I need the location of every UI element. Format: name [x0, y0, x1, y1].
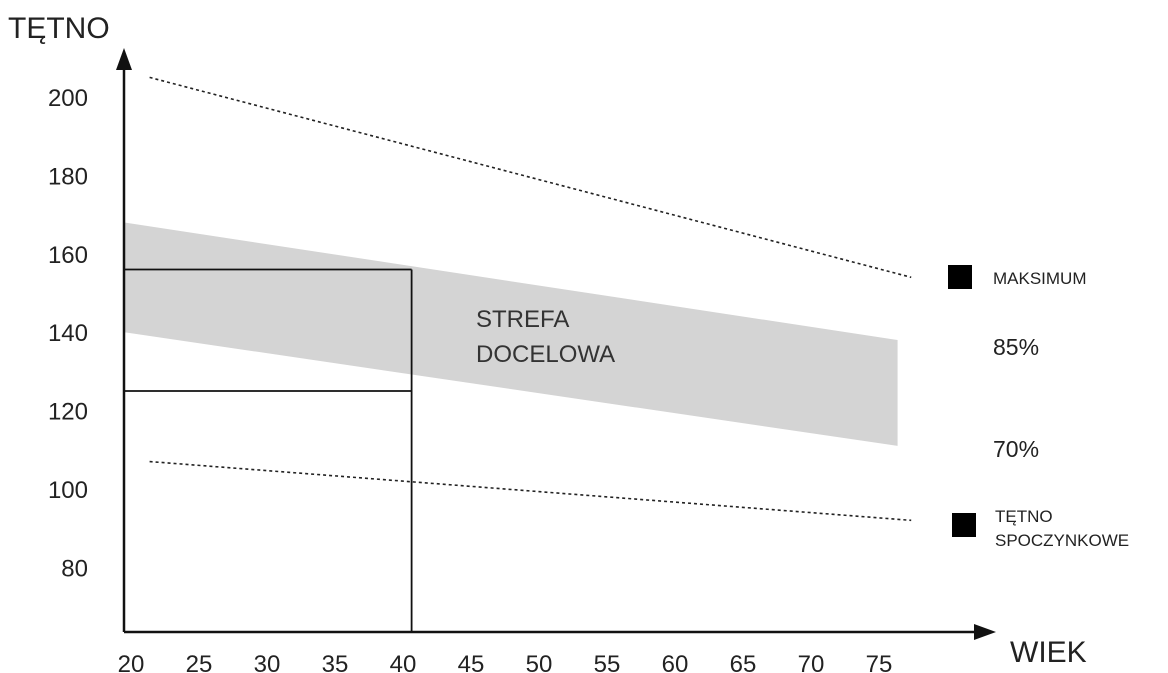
y-tick-label: 200 — [48, 85, 88, 112]
x-tick-label: 50 — [526, 651, 553, 673]
x-tick-label: 55 — [594, 651, 621, 673]
y-tick-label: 140 — [48, 320, 88, 347]
maximum-line — [149, 76, 912, 279]
upper-band-label: 85% — [993, 334, 1039, 360]
lower-band-label: 70% — [993, 436, 1039, 462]
maximum-marker — [948, 265, 972, 289]
resting-line — [149, 460, 912, 522]
resting-label-line1: TĘTNO — [995, 507, 1053, 526]
x-tick-label: 75 — [866, 651, 893, 673]
x-tick-label: 20 — [118, 651, 145, 673]
x-tick-label: 70 — [798, 651, 825, 673]
x-tick-label: 60 — [662, 651, 689, 673]
x-axis-arrow — [974, 624, 996, 640]
x-tick-label: 30 — [254, 651, 281, 673]
x-tick-label: 65 — [730, 651, 757, 673]
y-tick-label: 80 — [61, 555, 88, 582]
x-tick-label: 35 — [322, 651, 349, 673]
target-zone-band — [124, 222, 898, 446]
y-axis-title: TĘTNO — [8, 12, 110, 45]
x-axis-title: WIEK — [1010, 636, 1087, 669]
x-tick-label: 45 — [458, 651, 485, 673]
y-tick-label: 180 — [48, 163, 88, 190]
zone-label-line2: DOCELOWA — [476, 341, 615, 368]
y-tick-label: 100 — [48, 477, 88, 504]
resting-marker — [952, 513, 976, 537]
resting-label-line2: SPOCZYNKOWE — [995, 531, 1129, 550]
x-tick-label: 25 — [186, 651, 213, 673]
y-tick-label: 160 — [48, 242, 88, 269]
x-tick-label: 40 — [390, 651, 417, 673]
y-axis-arrow — [116, 48, 132, 70]
zone-label-line1: STREFA — [476, 306, 569, 333]
y-tick-label: 120 — [48, 399, 88, 426]
maximum-label: MAKSIMUM — [993, 269, 1087, 288]
